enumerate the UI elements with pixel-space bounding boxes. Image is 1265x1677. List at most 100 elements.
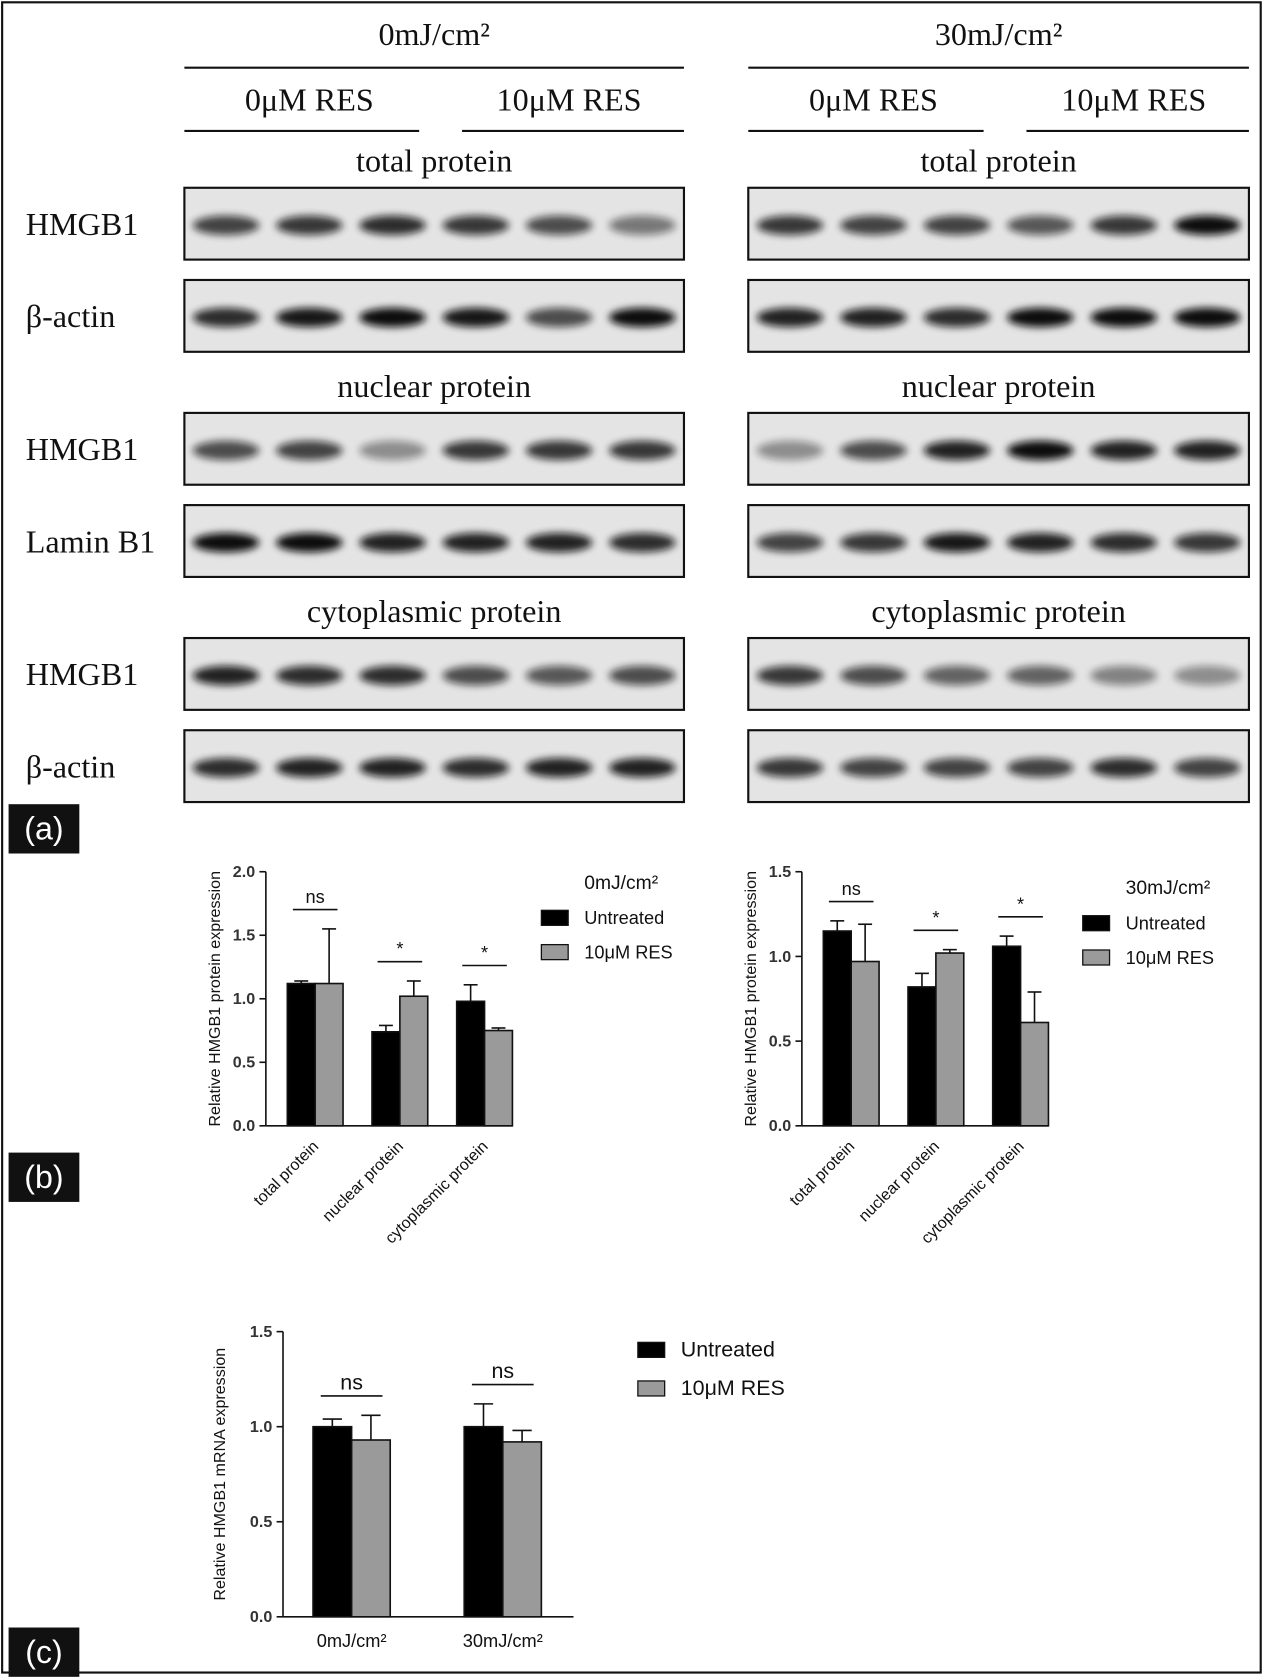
band xyxy=(1173,215,1241,235)
band xyxy=(525,665,593,686)
band xyxy=(276,532,343,553)
y-tick-label: 0.5 xyxy=(769,1032,791,1050)
bar xyxy=(501,1441,543,1618)
row-label: HMGB1 xyxy=(26,206,139,242)
band xyxy=(1090,307,1157,328)
band xyxy=(1173,440,1241,461)
y-tick-label: 1.5 xyxy=(250,1323,272,1341)
bar xyxy=(822,930,852,1127)
bar xyxy=(907,986,937,1127)
band xyxy=(756,758,824,778)
y-tick-label: 1.5 xyxy=(233,927,255,945)
band xyxy=(1173,758,1241,778)
band xyxy=(525,758,593,778)
section-title: nuclear protein xyxy=(337,368,531,404)
row-label: β-actin xyxy=(26,298,116,334)
band xyxy=(756,215,824,235)
blot-box xyxy=(747,411,1250,486)
bar xyxy=(850,960,880,1127)
y-tick-label: 0.5 xyxy=(233,1054,255,1072)
blot-box xyxy=(747,636,1250,711)
band xyxy=(1007,307,1074,328)
treatment-label: 10μM RES xyxy=(1061,82,1206,118)
blot-box xyxy=(183,186,686,261)
section-title: cytoplasmic protein xyxy=(871,593,1126,629)
band xyxy=(1090,440,1157,461)
section-title: total protein xyxy=(356,143,512,179)
band xyxy=(1090,532,1157,553)
bar xyxy=(1019,1021,1050,1127)
panel-label-box xyxy=(8,1627,80,1677)
y-tick-label: 0.0 xyxy=(250,1608,272,1626)
bar xyxy=(991,945,1022,1127)
band xyxy=(1173,307,1241,328)
blot-box xyxy=(747,278,1250,353)
band xyxy=(609,215,676,235)
band xyxy=(923,440,991,461)
band xyxy=(840,215,907,235)
band xyxy=(359,440,426,461)
band xyxy=(840,532,907,553)
band xyxy=(276,758,343,778)
y-axis-label: Relative HMGB1 mRNA expression xyxy=(211,1348,229,1601)
significance-label: * xyxy=(1017,894,1024,914)
bar xyxy=(935,952,965,1127)
band xyxy=(359,758,426,778)
treatment-label: 0μM RES xyxy=(245,82,374,118)
band xyxy=(1090,758,1157,778)
bar xyxy=(314,982,344,1127)
band xyxy=(359,532,426,553)
significance-label: * xyxy=(932,908,939,928)
band xyxy=(359,307,426,328)
band xyxy=(525,440,593,461)
y-tick-label: 0.5 xyxy=(250,1513,272,1531)
band xyxy=(192,532,260,553)
band xyxy=(609,532,676,553)
band xyxy=(840,665,907,686)
legend-label: 10μM RES xyxy=(681,1376,785,1400)
legend-swatch xyxy=(637,1380,666,1397)
band xyxy=(1090,215,1157,235)
blot-box xyxy=(747,186,1250,261)
band xyxy=(840,307,907,328)
band xyxy=(442,758,510,778)
panel-label: (a) xyxy=(24,811,63,847)
blot-box xyxy=(183,504,686,578)
legend-title: 30mJ/cm² xyxy=(1126,878,1211,899)
band xyxy=(1007,758,1074,778)
band xyxy=(756,532,824,553)
band xyxy=(756,440,824,461)
y-axis-label: Relative HMGB1 protein expression xyxy=(206,871,224,1127)
blot-box xyxy=(183,411,686,486)
band xyxy=(442,440,510,461)
band xyxy=(923,215,991,235)
band xyxy=(1090,665,1157,686)
row-label: HMGB1 xyxy=(26,656,139,692)
bar xyxy=(350,1439,392,1618)
band xyxy=(1007,440,1074,461)
y-tick-label: 1.0 xyxy=(233,990,255,1008)
band xyxy=(609,440,676,461)
band xyxy=(609,665,676,686)
legend-label: Untreated xyxy=(584,908,664,928)
band xyxy=(609,307,676,328)
band xyxy=(442,307,510,328)
band xyxy=(609,758,676,778)
panel-label-box xyxy=(8,1152,80,1202)
legend-swatch xyxy=(1082,949,1111,966)
section-title: nuclear protein xyxy=(902,368,1096,404)
bar xyxy=(455,1000,486,1127)
band xyxy=(756,665,824,686)
significance-label: ns xyxy=(491,1359,514,1383)
legend-label: 10μM RES xyxy=(1126,948,1214,968)
panel-label: (b) xyxy=(24,1159,63,1195)
significance-label: * xyxy=(481,943,488,963)
legend-title: 0mJ/cm² xyxy=(584,873,658,894)
y-tick-label: 1.5 xyxy=(769,863,791,881)
band xyxy=(1173,665,1241,686)
band xyxy=(192,440,260,461)
significance-label: ns xyxy=(842,879,861,899)
band xyxy=(756,307,824,328)
band xyxy=(923,665,991,686)
x-tick-label: 30mJ/cm² xyxy=(463,1631,543,1651)
